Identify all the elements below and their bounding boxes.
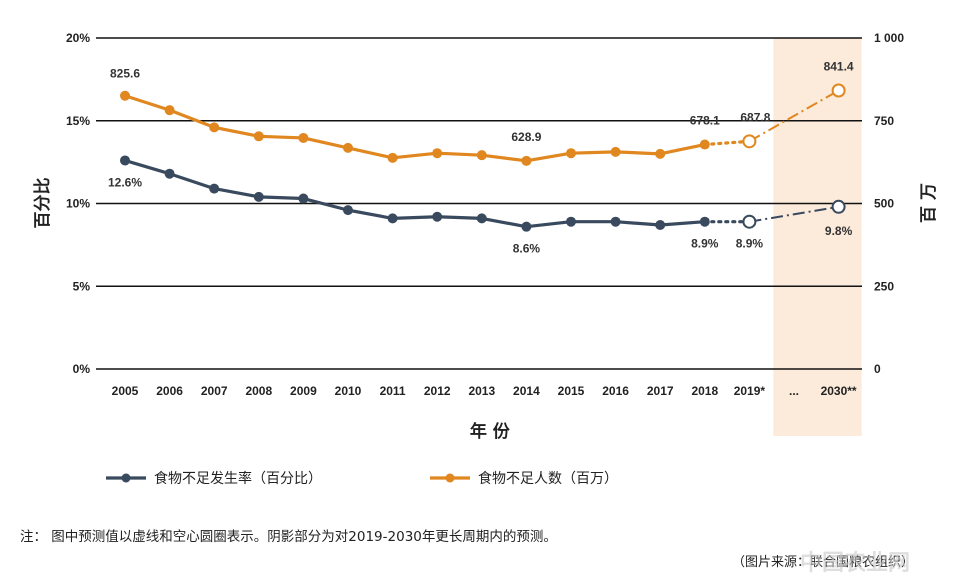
x-tick-label: 2013 [468,384,495,398]
data-point [610,216,621,227]
legend-label: 食物不足发生率（百分比） [154,470,322,487]
data-point [432,148,443,159]
data-point [253,131,264,142]
data-point [120,90,130,101]
x-axis-title: 年 份 [470,421,511,442]
x-tick-label: 2008 [245,384,272,398]
data-point [742,134,757,149]
data-point [209,183,220,194]
x-axis-ticks: 2005 2006 2007 2008 2009 2010 2011 2012 2013 2014… [112,384,857,398]
legend: 食物不足发生率（百分比） 食物不足人数（百万） [106,470,618,487]
x-tick-label: 2006 [156,384,183,398]
data-point [298,193,309,204]
data-point [655,148,666,159]
x-tick-label: 2005 [112,384,139,398]
projection-dashdot-line [748,89,840,143]
legend-marker [121,473,131,483]
source-credit: （图片来源：联合国粮农组织） [732,555,914,570]
y-tick-label: 0% [73,362,91,376]
y2-tick-label: 1 000 [874,31,904,45]
watermark-logo: 中国农业网 [800,550,910,576]
left-axis-ticks: 0% 5% 10% 15% 20% [66,31,90,376]
data-point [298,132,309,143]
footnote: 注： 图中预测值以虚线和空心圆圈表示。阴影部分为对2019-2030年更长周期内… [20,529,557,545]
y2-tick-label: 0 [874,362,881,376]
left-axis-title: 百分比 [32,178,53,229]
data-point [209,122,220,133]
series-line [124,158,705,229]
data-point [521,221,532,232]
series-group: 12.6% 8.6% 8.9% 8.9% 9.8% 825.6 628.9 678.1 687.… [108,59,854,255]
data-label: 687.8 [740,110,770,124]
data-label: 628.9 [511,130,541,144]
x-tick-label: 2014 [513,384,540,398]
data-point [120,155,130,166]
x-tick-label: 2019* [734,384,766,398]
x-tick-label: 2007 [201,384,228,398]
data-point [387,213,398,224]
data-point [253,191,264,202]
y-tick-label: 15% [66,114,90,128]
projection-dotted-line [703,139,752,147]
series-count: 825.6 628.9 678.1 687.8 841.4 [110,59,854,166]
data-point [699,139,710,150]
x-tick-label: 2016 [602,384,629,398]
data-label: 9.8% [825,224,853,238]
legend-label: 食物不足人数（百万） [478,470,618,487]
data-point [831,83,846,98]
data-point [476,213,487,224]
x-tick-label: 2012 [424,384,451,398]
series-line [124,94,706,163]
data-point [164,105,175,116]
x-tick-label: 2009 [290,384,317,398]
legend-marker [445,473,455,483]
x-tick-label: 2018 [691,384,718,398]
y2-tick-label: 250 [874,279,894,293]
y-tick-label: 10% [66,197,90,211]
data-point [699,216,710,227]
data-point [387,152,398,163]
data-label: 8.9% [691,237,719,251]
data-point [742,214,757,229]
y-tick-label: 20% [66,31,90,45]
x-tick-label: 2030** [821,384,857,398]
gridlines [96,37,862,370]
data-point [343,205,353,216]
data-label: 825.6 [110,67,140,81]
x-tick-label: 2015 [558,384,585,398]
data-label: 678.1 [690,114,720,128]
data-point [521,155,532,166]
projection-dashdot-line [749,205,839,223]
data-point [655,220,666,231]
right-axis-ticks: 0 250 500 750 1 000 [874,31,904,376]
data-label: 841.4 [824,59,854,73]
legend-item: 食物不足人数（百万） [430,470,618,487]
data-point [831,199,846,214]
x-tick-label: 2011 [380,384,406,398]
y2-tick-label: 750 [874,114,894,128]
data-point [610,146,621,157]
x-tick-label: 2017 [647,384,674,398]
data-point [566,216,576,227]
x-tick-label: 2010 [335,384,362,398]
data-point [343,142,353,153]
y2-tick-label: 500 [874,197,894,211]
data-label: 12.6% [108,175,142,189]
data-label: 8.6% [513,242,541,256]
data-point [476,150,487,161]
data-point [566,148,576,159]
y-tick-label: 5% [73,279,91,293]
data-point [164,168,175,179]
data-label: 8.9% [736,237,764,251]
legend-item: 食物不足发生率（百分比） [106,470,322,487]
x-tick-label: ... [789,384,799,398]
right-axis-title: 百万 [919,177,939,223]
series-rate: 12.6% 8.6% 8.9% 8.9% 9.8% [108,155,853,256]
data-point [432,211,443,222]
